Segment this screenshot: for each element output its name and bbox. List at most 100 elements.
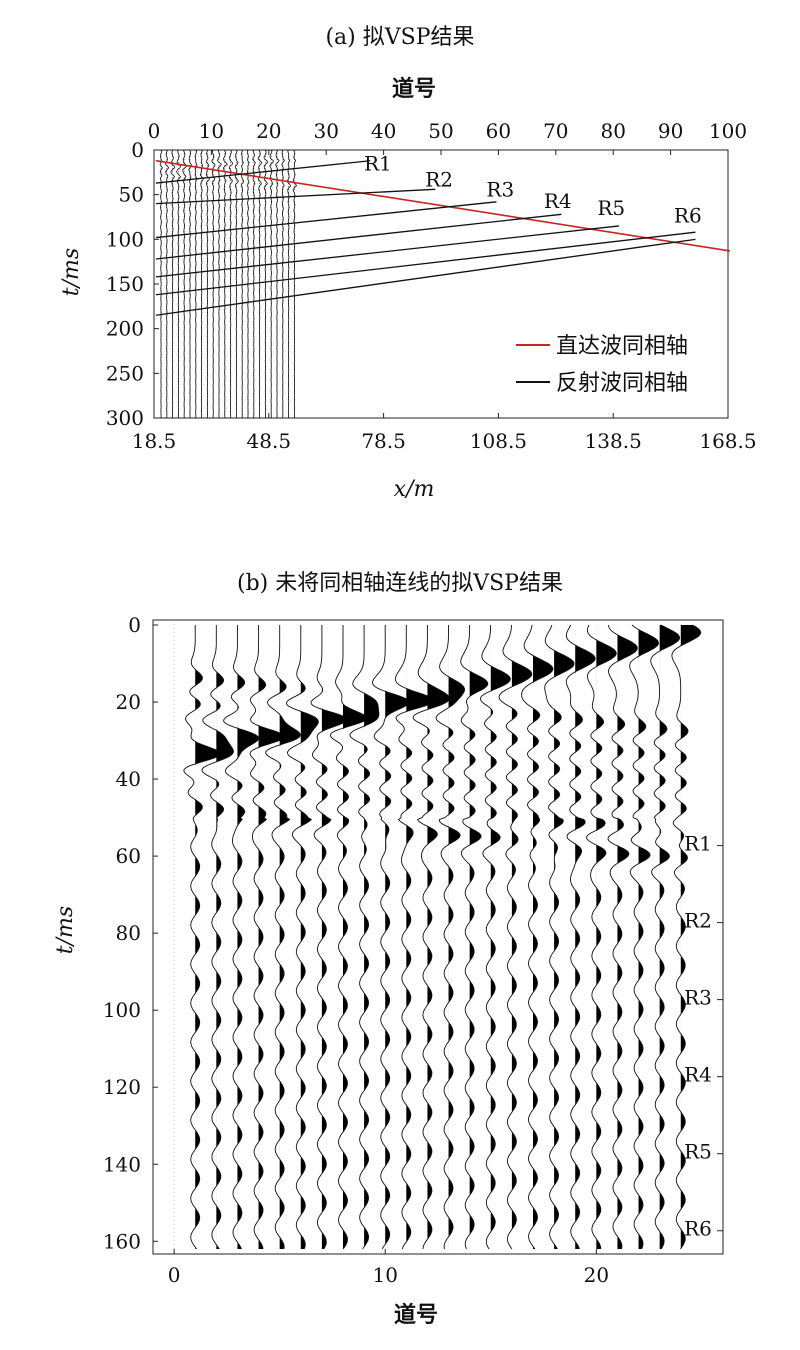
wiggle-trace-curve: [228, 149, 233, 418]
wiggle-trace-curve: [217, 149, 222, 419]
event-label-r6: R6: [674, 203, 702, 227]
bottom-tick-label: 168.5: [699, 429, 756, 453]
panel-b-event-labels: R1 R2 R3 R4 R5 R6: [684, 832, 723, 1241]
reflected-wave-line: [155, 201, 497, 239]
wiggle-fill: [195, 625, 220, 1249]
wiggle-fill: [490, 625, 511, 1249]
panel-a-wiggle-traces: [159, 149, 298, 419]
wiggle-fill: [469, 625, 488, 1249]
wiggle-trace-curve: [188, 149, 193, 419]
panel-a-top-tick-labels: 0 10 20 30 40 50 60 70 80 90 100: [148, 119, 747, 155]
bottom-tick-label: 78.5: [361, 429, 406, 453]
event-label-r3: R3: [486, 177, 514, 201]
panel-a-x-axis-label: x/m: [394, 477, 435, 502]
y-tick-label: 0: [131, 138, 144, 162]
wiggle-trace: [286, 625, 319, 1250]
panel-a-y-tick-labels: 0 50 100 150 200 250 300: [106, 138, 159, 430]
y-tick-label: 0: [128, 613, 141, 637]
panel-a-legend: 直达波同相轴 反射波同相轴: [516, 334, 688, 396]
panel-a-event-annotations: R1 R2 R3 R4 R5 R6: [364, 152, 702, 228]
event-label-r2: R2: [684, 909, 712, 933]
wiggle-trace-curve: [194, 149, 198, 419]
wiggle-trace-curve: [292, 149, 298, 418]
wiggle-trace-curve: [257, 149, 263, 418]
wiggle-trace: [265, 625, 301, 1250]
panel-b-x-axis-label: 道号: [394, 1302, 438, 1328]
y-tick-label: 100: [103, 998, 141, 1022]
legend-direct-wave-label: 直达波同相轴: [556, 334, 688, 359]
wiggle-trace-curve: [176, 149, 182, 419]
top-tick-label: 80: [600, 119, 625, 143]
wiggle-trace-curve: [182, 149, 188, 418]
panel-b-title: (b) 未将同相轴连线的拟VSP结果: [237, 571, 563, 596]
bottom-tick-label: 108.5: [470, 429, 527, 453]
event-label-r5: R5: [597, 196, 625, 220]
wiggle-trace-curve: [281, 149, 285, 419]
wiggle-trace: [565, 624, 596, 1250]
reflected-wave-line: [155, 238, 696, 316]
wiggle-trace: [629, 624, 659, 1250]
wiggle-trace: [521, 624, 554, 1250]
wiggle-trace-curve: [234, 149, 239, 419]
wiggle-trace-curve: [205, 149, 210, 419]
reflected-wave-line: [155, 225, 620, 278]
top-tick-label: 60: [486, 119, 511, 143]
wiggle-trace: [650, 624, 681, 1250]
top-tick-label: 0: [148, 119, 161, 143]
wiggle-trace: [223, 625, 260, 1250]
wiggle-fill: [596, 625, 617, 1249]
event-label-r6: R6: [684, 1217, 712, 1241]
top-tick-label: 40: [371, 119, 396, 143]
y-tick-label: 250: [106, 361, 144, 385]
top-tick-label: 90: [658, 119, 683, 143]
reflected-wave-line: [155, 160, 371, 184]
wiggle-trace-curve: [199, 149, 204, 419]
wiggle-fill: [448, 625, 465, 1249]
x-tick-label: 20: [584, 1263, 609, 1287]
bottom-tick-label: 18.5: [132, 429, 177, 453]
wiggle-trace-curve: [159, 150, 163, 419]
event-label-r4: R4: [684, 1063, 712, 1087]
wiggle-trace: [412, 625, 450, 1250]
panel-b-y-axis-label: t/ms: [53, 906, 78, 954]
event-label-r2: R2: [425, 168, 453, 192]
event-label-r1: R1: [364, 152, 392, 176]
y-tick-label: 60: [116, 844, 141, 868]
panel-b-plot-frame: [152, 619, 724, 1255]
direct-wave-line: [155, 159, 731, 252]
wiggle-trace-curve: [269, 149, 274, 419]
wiggle-trace: [394, 625, 435, 1250]
wiggle-trace: [460, 625, 489, 1250]
y-tick-label: 150: [106, 272, 144, 296]
wiggle-trace: [249, 625, 285, 1250]
bottom-tick-label: 48.5: [247, 429, 292, 453]
wiggle-trace: [544, 624, 575, 1250]
y-tick-label: 100: [106, 227, 144, 251]
wiggle-trace-curve: [275, 149, 280, 418]
y-tick-label: 160: [103, 1229, 141, 1253]
y-tick-label: 140: [103, 1152, 141, 1176]
wiggle-trace-curve: [222, 149, 228, 419]
event-label-r1: R1: [684, 832, 712, 856]
y-tick-label: 20: [116, 690, 141, 714]
wiggle-fill: [300, 625, 319, 1249]
y-tick-label: 120: [103, 1075, 141, 1099]
panel-a-top-axis-label: 道号: [392, 76, 436, 102]
wiggle-trace: [586, 624, 617, 1250]
panel-a: (a) 拟VSP结果 道号 R1 R2 R3 R4 R5 R6 0 10 20 30 40 50 60…: [59, 25, 757, 502]
top-tick-label: 50: [428, 119, 453, 143]
reflected-wave-line: [155, 231, 696, 296]
wiggle-trace-curve: [240, 149, 245, 419]
wiggle-trace-curve: [170, 149, 176, 419]
y-tick-label: 300: [106, 406, 144, 430]
top-tick-label: 10: [199, 119, 224, 143]
top-tick-label: 70: [543, 119, 568, 143]
wiggle-trace: [183, 625, 221, 1250]
wiggle-fill: [216, 625, 234, 1249]
event-label-r4: R4: [544, 189, 572, 213]
event-label-r5: R5: [684, 1140, 712, 1164]
panel-b-x-tick-labels: 0 10 20: [168, 1249, 609, 1287]
wiggle-trace-curve: [263, 149, 269, 419]
top-tick-label: 100: [709, 119, 747, 143]
